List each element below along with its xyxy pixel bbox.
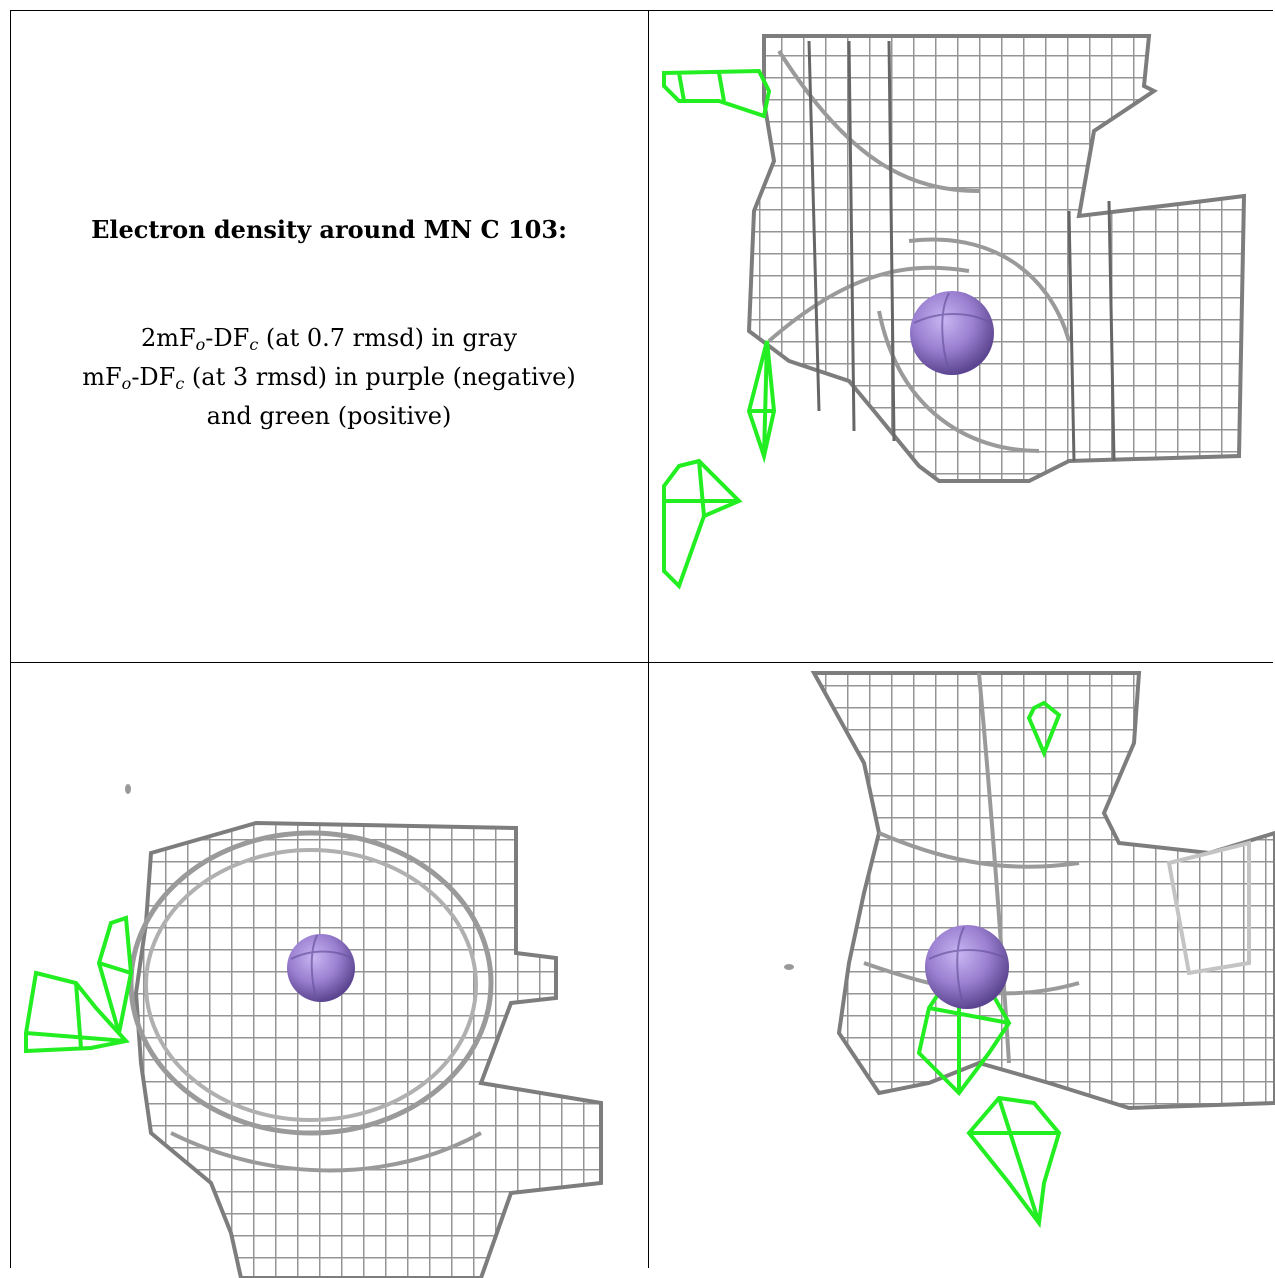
view-bottom-right: [649, 663, 1275, 1278]
legend-line-gray: 2mFo-DFc (at 0.7 rmsd) in gray: [10, 322, 648, 361]
gray-density-mesh: [810, 671, 1275, 1111]
density-view-bottom-left: [24, 784, 603, 1278]
legend-gray-mid: -DF: [205, 324, 250, 352]
gray-density-mesh: [128, 820, 603, 1278]
legend-diff-sub-o: o: [121, 374, 132, 393]
legend-diff-prefix: mF: [82, 363, 122, 391]
stray-density-blob: [125, 784, 131, 794]
gray-density-mesh: [746, 34, 1247, 483]
legend-diff-mid: -DF: [131, 363, 176, 391]
density-view-top-right: [662, 34, 1247, 590]
view-bottom-left: [11, 663, 648, 1278]
table-divider-horizontal: [10, 662, 1273, 663]
table-divider-vertical: [648, 10, 649, 1268]
positive-density-mesh: [24, 915, 134, 1054]
mn-atom: [287, 934, 355, 1002]
mn-atom: [910, 291, 994, 375]
caption-title: Electron density around MN C 103:: [91, 215, 567, 244]
legend-diff-sub-c: c: [175, 374, 185, 393]
caption-cell: Electron density around MN C 103: 2mFo-D…: [10, 10, 648, 662]
legend-line-difference: mFo-DFc (at 3 rmsd) in purple (negative): [10, 361, 648, 400]
legend-gray-sub-o: o: [195, 335, 206, 354]
table-border-left: [10, 10, 11, 1268]
stray-density-blob: [784, 964, 794, 970]
positive-density-mesh: [662, 68, 777, 590]
legend-gray-suffix: (at 0.7 rmsd) in gray: [258, 324, 518, 352]
positive-density-mesh: [916, 700, 1062, 1229]
legend-diff-suffix: (at 3 rmsd) in purple (negative): [184, 363, 576, 391]
legend-gray-prefix: 2mF: [140, 324, 196, 352]
legend-line-positive: and green (positive): [206, 402, 452, 430]
legend-gray-sub-c: c: [249, 335, 259, 354]
caption-legend: 2mFo-DFc (at 0.7 rmsd) in gray mFo-DFc (…: [10, 322, 648, 433]
density-view-bottom-right: [784, 671, 1275, 1229]
view-top-right: [649, 11, 1275, 662]
table-border-top: [10, 10, 1273, 11]
mn-atom: [925, 925, 1009, 1009]
